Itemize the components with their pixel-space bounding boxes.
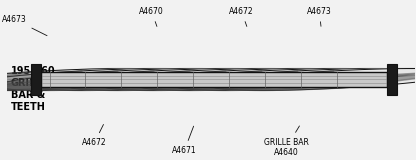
Polygon shape bbox=[193, 68, 405, 90]
Polygon shape bbox=[68, 68, 319, 90]
Polygon shape bbox=[229, 68, 416, 90]
Polygon shape bbox=[0, 71, 211, 90]
Bar bbox=[41, 72, 387, 87]
Polygon shape bbox=[212, 68, 416, 90]
Bar bbox=[387, 64, 397, 95]
Polygon shape bbox=[50, 68, 261, 90]
Polygon shape bbox=[0, 68, 211, 90]
Polygon shape bbox=[0, 68, 189, 90]
Polygon shape bbox=[32, 71, 283, 90]
Polygon shape bbox=[0, 68, 153, 90]
Polygon shape bbox=[121, 68, 333, 90]
Polygon shape bbox=[0, 68, 247, 90]
Polygon shape bbox=[176, 68, 416, 90]
Polygon shape bbox=[0, 71, 247, 90]
Polygon shape bbox=[212, 71, 416, 90]
Polygon shape bbox=[14, 68, 225, 90]
Polygon shape bbox=[0, 71, 175, 90]
Text: GRILLE BAR
A4640: GRILLE BAR A4640 bbox=[264, 126, 309, 157]
Polygon shape bbox=[68, 71, 319, 90]
Text: A4672: A4672 bbox=[82, 124, 107, 147]
Text: A4670: A4670 bbox=[139, 7, 164, 26]
Bar bbox=[31, 64, 41, 95]
Text: 1958-60
GRILLE
BAR &
TEETH: 1958-60 GRILLE BAR & TEETH bbox=[11, 66, 55, 112]
Polygon shape bbox=[140, 71, 391, 90]
Polygon shape bbox=[104, 71, 355, 90]
Polygon shape bbox=[32, 68, 283, 90]
Text: A4673: A4673 bbox=[307, 7, 332, 26]
Polygon shape bbox=[176, 71, 416, 90]
Polygon shape bbox=[140, 68, 391, 90]
Text: A4671: A4671 bbox=[172, 126, 197, 155]
Polygon shape bbox=[86, 68, 297, 90]
Text: A4673: A4673 bbox=[2, 15, 47, 36]
Polygon shape bbox=[104, 68, 355, 90]
Polygon shape bbox=[0, 68, 175, 90]
Text: A4672: A4672 bbox=[229, 7, 254, 26]
Polygon shape bbox=[158, 68, 369, 90]
